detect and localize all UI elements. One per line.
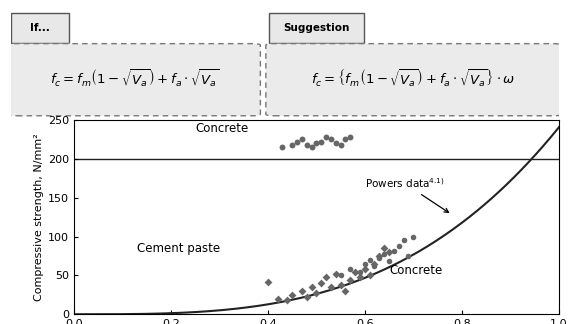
Point bbox=[307, 145, 316, 150]
Point bbox=[321, 274, 331, 280]
Point bbox=[380, 251, 389, 256]
Point bbox=[312, 141, 321, 146]
Point bbox=[287, 142, 296, 147]
Point bbox=[360, 267, 369, 272]
Point bbox=[312, 290, 321, 295]
Point bbox=[351, 269, 360, 274]
Point bbox=[389, 248, 398, 253]
Point bbox=[327, 137, 336, 142]
Point bbox=[331, 271, 340, 276]
Point bbox=[365, 273, 374, 278]
Point bbox=[278, 145, 287, 150]
FancyBboxPatch shape bbox=[9, 44, 260, 116]
Point bbox=[298, 288, 307, 294]
Text: Concrete: Concrete bbox=[195, 122, 249, 134]
FancyBboxPatch shape bbox=[268, 13, 364, 43]
Point bbox=[356, 274, 365, 280]
Point bbox=[356, 269, 365, 274]
Point bbox=[336, 282, 345, 287]
Point bbox=[336, 273, 345, 278]
Point bbox=[375, 256, 384, 261]
Point bbox=[409, 234, 418, 239]
Point bbox=[399, 238, 408, 243]
FancyBboxPatch shape bbox=[266, 44, 561, 116]
Text: Cement paste: Cement paste bbox=[137, 242, 220, 255]
Point bbox=[394, 243, 404, 249]
Point bbox=[404, 253, 413, 259]
Point bbox=[321, 134, 331, 140]
Point bbox=[336, 142, 345, 147]
Point bbox=[365, 257, 374, 262]
Point bbox=[370, 263, 379, 269]
Point bbox=[380, 246, 389, 251]
Point bbox=[298, 137, 307, 142]
Point bbox=[360, 261, 369, 266]
Point bbox=[331, 141, 340, 146]
Point bbox=[385, 249, 394, 255]
Y-axis label: Compressive strength, N/mm²: Compressive strength, N/mm² bbox=[34, 133, 44, 301]
Point bbox=[283, 298, 292, 303]
Point bbox=[375, 253, 384, 259]
Text: $f_c = \left\{f_m\left(1 - \sqrt{V_a}\right) + f_a \cdot \sqrt{V_a}\right\} \cdo: $f_c = \left\{f_m\left(1 - \sqrt{V_a}\ri… bbox=[311, 68, 516, 89]
Text: Suggestion: Suggestion bbox=[283, 23, 350, 33]
Point bbox=[370, 261, 379, 266]
Point bbox=[341, 288, 350, 294]
Point bbox=[287, 292, 296, 297]
Point bbox=[345, 277, 355, 283]
Text: Powers data$^{4.1)}$: Powers data$^{4.1)}$ bbox=[365, 177, 449, 213]
FancyBboxPatch shape bbox=[11, 13, 69, 43]
Point bbox=[327, 284, 336, 290]
Text: Concrete: Concrete bbox=[389, 264, 442, 277]
Text: If...: If... bbox=[30, 23, 50, 33]
Point bbox=[302, 142, 311, 147]
Point bbox=[317, 139, 326, 144]
Point bbox=[263, 279, 272, 284]
Point bbox=[341, 137, 350, 142]
Point bbox=[385, 259, 394, 264]
Point bbox=[292, 139, 302, 144]
Point bbox=[302, 295, 311, 300]
Point bbox=[345, 267, 355, 272]
Point bbox=[317, 281, 326, 286]
Point bbox=[273, 296, 282, 301]
Text: $f_c = f_m\left(1 - \sqrt{V_a}\right) + f_a \cdot \sqrt{V_a}$: $f_c = f_m\left(1 - \sqrt{V_a}\right) + … bbox=[50, 68, 219, 89]
Point bbox=[307, 284, 316, 290]
Point bbox=[345, 134, 355, 140]
